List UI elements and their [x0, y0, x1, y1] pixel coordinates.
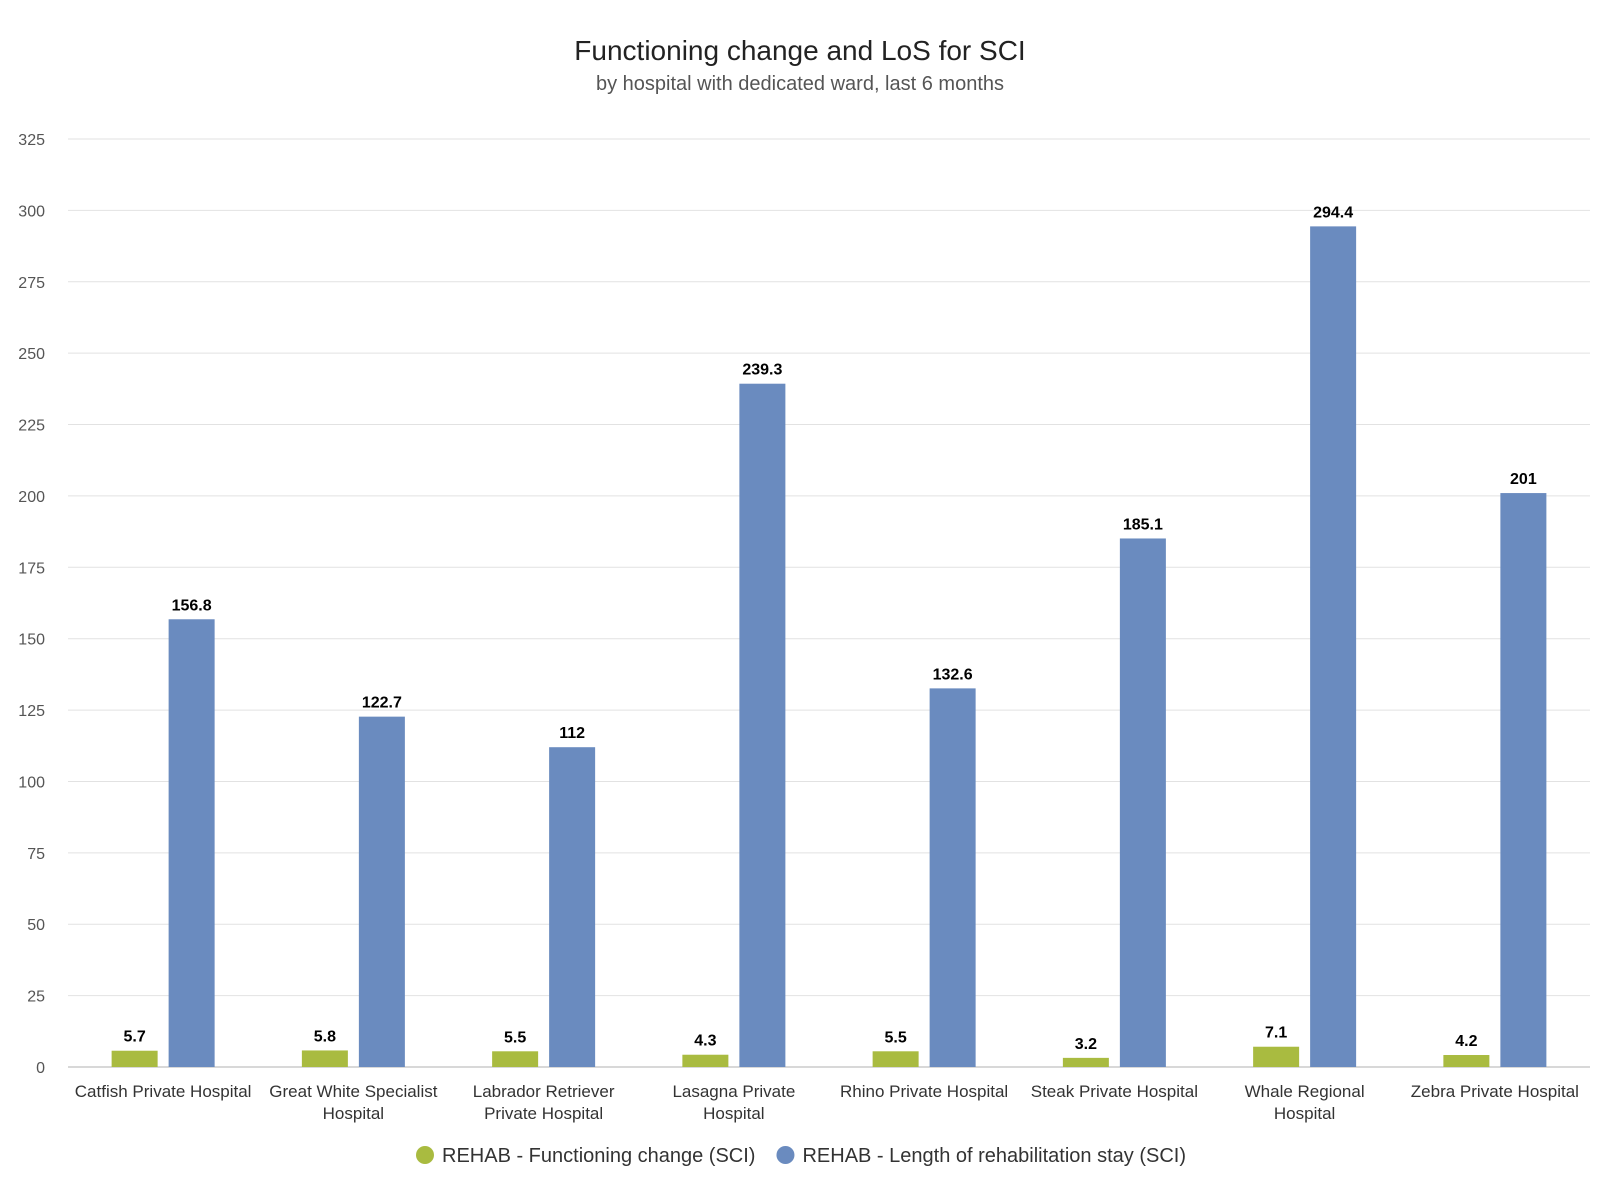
legend-marker: [776, 1146, 795, 1164]
x-tick-label: Steak Private Hospital: [1031, 1082, 1198, 1101]
bar-series-1: [739, 383, 786, 1068]
data-label: 156.8: [172, 597, 212, 614]
bar-series-1: [1500, 493, 1547, 1067]
y-tick-label: 0: [36, 1060, 45, 1077]
bar-series-0: [492, 1051, 539, 1067]
x-tick-label: Whale Regional: [1245, 1082, 1365, 1101]
x-tick-label: Hospital: [1274, 1104, 1335, 1123]
legend: REHAB - Functioning change (SCI) REHAB - …: [416, 1145, 1186, 1167]
bar-series-0: [1253, 1046, 1300, 1067]
data-label: 7.1: [1265, 1025, 1287, 1042]
data-label: 294.4: [1313, 204, 1353, 221]
legend-label: REHAB - Length of rehabilitation stay (S…: [802, 1145, 1186, 1167]
y-tick-label: 300: [18, 203, 45, 220]
data-label: 122.7: [362, 695, 402, 712]
y-axis: 0 25 50 75 100 125 150 175 200 225 250 275 300 325: [18, 132, 1590, 1077]
x-tick-label: Rhino Private Hospital: [840, 1082, 1008, 1101]
data-label: 185.1: [1123, 516, 1163, 533]
y-tick-label: 50: [27, 917, 45, 934]
data-label: 4.3: [694, 1033, 716, 1050]
data-label: 112: [559, 725, 585, 742]
y-tick-label: 275: [18, 275, 45, 292]
x-tick-label: Hospital: [323, 1104, 384, 1123]
bar-series-0: [111, 1050, 158, 1067]
y-tick-label: 175: [18, 560, 45, 577]
x-tick-label: Hospital: [703, 1104, 764, 1123]
data-label: 5.5: [885, 1029, 907, 1046]
data-label: 132.6: [933, 666, 973, 683]
grid-layer: [68, 138, 1590, 997]
chart-title: Functioning change and LoS for SCI: [574, 35, 1025, 66]
legend-item-series-1[interactable]: REHAB - Length of rehabilitation stay (S…: [776, 1145, 1186, 1167]
bar-series-1: [1310, 226, 1357, 1068]
bars-layer: [111, 226, 1547, 1068]
y-tick-label: 225: [18, 418, 45, 435]
data-label: 5.7: [124, 1029, 146, 1046]
bar-series-1: [1119, 538, 1166, 1067]
legend-label: REHAB - Functioning change (SCI): [442, 1145, 755, 1167]
y-tick-label: 125: [18, 703, 45, 720]
data-labels-layer: 5.7 156.8 5.8 122.7 5.5 112 4.3 239.3 5.5 132.6 3.…: [124, 204, 1537, 1052]
x-tick-label: Lasagna Private: [672, 1082, 795, 1101]
data-label: 239.3: [742, 362, 782, 379]
chart-subtitle: by hospital with dedicated ward, last 6 …: [596, 73, 1004, 95]
data-label: 4.2: [1455, 1033, 1477, 1050]
bar-series-0: [1062, 1057, 1109, 1067]
data-label: 5.5: [504, 1029, 526, 1046]
bar-series-0: [872, 1051, 919, 1067]
x-tick-label: Private Hospital: [484, 1104, 603, 1123]
bar-series-1: [929, 688, 976, 1067]
bar-series-1: [168, 619, 215, 1067]
y-tick-label: 100: [18, 774, 45, 791]
x-tick-label: Labrador Retriever: [473, 1082, 615, 1101]
legend-item-series-0[interactable]: REHAB - Functioning change (SCI): [416, 1145, 755, 1167]
data-label: 5.8: [314, 1028, 336, 1045]
x-tick-label: Great White Specialist: [269, 1082, 437, 1101]
y-tick-label: 25: [27, 989, 45, 1006]
x-tick-label: Zebra Private Hospital: [1411, 1082, 1579, 1101]
y-tick-label: 250: [18, 346, 45, 363]
bar-series-0: [1443, 1055, 1490, 1067]
data-label: 201: [1510, 471, 1537, 488]
y-tick-label: 75: [27, 846, 45, 863]
bar-series-0: [682, 1054, 729, 1067]
x-axis: Catfish Private Hospital Great White Spec…: [75, 1082, 1579, 1123]
y-tick-label: 150: [18, 632, 45, 649]
x-tick-label: Catfish Private Hospital: [75, 1082, 252, 1101]
bar-series-0: [301, 1050, 348, 1067]
y-tick-label: 325: [18, 132, 45, 149]
data-label: 3.2: [1075, 1036, 1097, 1053]
bar-series-1: [549, 747, 596, 1067]
legend-marker: [416, 1146, 434, 1164]
y-tick-label: 200: [18, 489, 45, 506]
bar-series-1: [358, 716, 405, 1067]
